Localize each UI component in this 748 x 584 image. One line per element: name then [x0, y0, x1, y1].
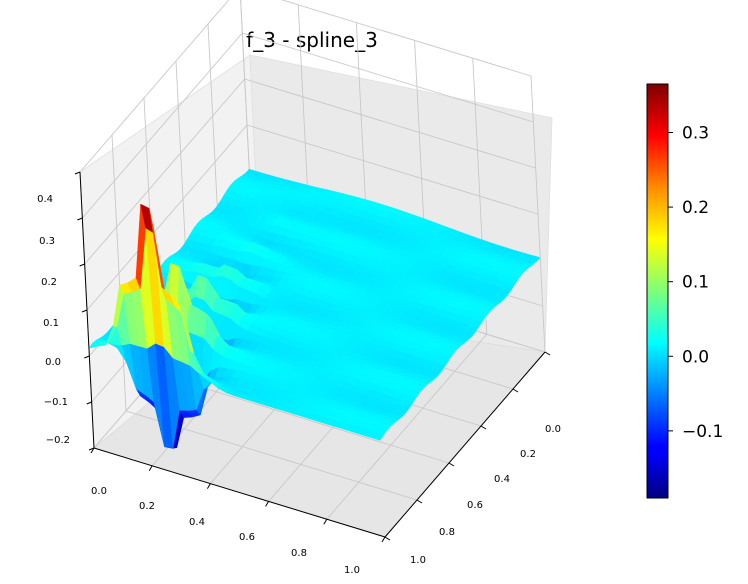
colorbar-tick-label: 0.2: [682, 198, 709, 218]
z-tick-mark: [77, 217, 83, 221]
z-tick-mark: [74, 171, 81, 175]
y-tick-mark: [480, 425, 487, 430]
z-tick-label: 0.1: [43, 318, 59, 329]
x-tick-mark: [206, 483, 211, 489]
y-tick-label: 0.6: [467, 500, 483, 511]
z-tick-label: 0.3: [39, 236, 55, 247]
z-tick-label: −0.1: [44, 397, 68, 408]
x-tick-label: 0.2: [139, 501, 155, 512]
x-tick-label: 0.4: [189, 517, 205, 528]
y-tick-mark: [448, 462, 455, 467]
colorbar-tick-label: 0.3: [682, 123, 709, 143]
z-tick-mark: [81, 309, 88, 313]
x-tick-mark: [323, 518, 328, 525]
y-axis-line: [384, 351, 546, 538]
y-tick-mark: [512, 388, 519, 393]
x-axis-line: [93, 447, 386, 538]
y-tick-label: 0.4: [494, 474, 510, 485]
surface-patch: [371, 431, 385, 441]
colorbar: −0.1 0.0 0.1 0.2 0.3: [646, 83, 723, 499]
x-tick-label: 1.0: [344, 565, 360, 576]
chart-title: f_3 - spline_3: [246, 28, 378, 52]
y-tick-mark: [416, 499, 423, 504]
z-tick-label: 0.0: [45, 357, 61, 368]
x-tick-label: 0.6: [239, 532, 255, 543]
x-tick-label: 0.8: [291, 548, 307, 559]
y-tick-label: 1.0: [410, 555, 426, 566]
colorbar-tick-label: 0.1: [682, 273, 709, 293]
grid-line: [326, 333, 488, 520]
y-tick-mark: [544, 351, 551, 356]
colorbar-gradient: [646, 83, 669, 499]
y-tick-label: 0.0: [545, 424, 561, 435]
tick-marks: [74, 171, 551, 543]
y-tick-label: 0.2: [520, 449, 536, 460]
grid-line: [84, 78, 536, 265]
z-tick-label: 0.4: [37, 194, 53, 205]
x-tick-mark: [90, 447, 95, 454]
grid-line: [79, 0, 532, 173]
x-tick-mark: [265, 501, 270, 507]
y-tick-label: 0.8: [439, 527, 455, 538]
colorbar-tick-label: 0.0: [682, 347, 709, 367]
plot-3d: 0.4 0.3 0.2 0.1 0.0 −0.1 −0.2 0.0 0.2 0.…: [37, 0, 561, 576]
x-tick-label: 0.0: [91, 486, 107, 497]
colorbar-ticks: −0.1 0.0 0.1 0.2 0.3: [668, 123, 723, 442]
z-tick-mark: [84, 355, 90, 359]
z-tick-label: −0.2: [46, 435, 70, 446]
x-tick-mark: [381, 536, 386, 543]
z-tick-mark: [86, 401, 92, 405]
z-tick-mark: [88, 447, 95, 451]
z-tick-mark: [79, 263, 85, 267]
surface: [88, 168, 541, 449]
colorbar-tick-label: −0.1: [682, 422, 723, 442]
z-tick-label: 0.2: [41, 277, 57, 288]
x-tick-mark: [148, 465, 153, 472]
grid-line: [81, 32, 534, 219]
y-tick-mark: [384, 536, 391, 541]
